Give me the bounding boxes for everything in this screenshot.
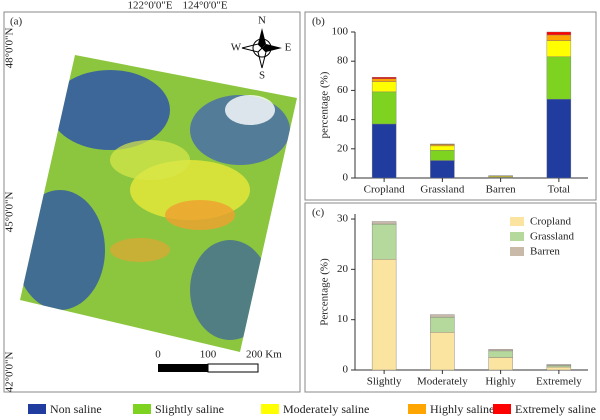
y-tick-label: 30 <box>337 213 349 225</box>
bar <box>371 81 397 93</box>
compass-label: N <box>258 15 266 27</box>
y-tick-label: 20 <box>337 263 349 275</box>
bar <box>430 150 455 161</box>
bar <box>546 98 572 179</box>
scale-bar <box>207 363 259 373</box>
legend-label: Slightly saline <box>155 402 224 416</box>
bar <box>546 40 572 58</box>
lon-label: 124°0'0"E <box>182 0 227 12</box>
x-tick-label: Cropland <box>364 184 405 196</box>
legend-label: Highly saline <box>430 402 494 416</box>
legend-swatch <box>493 404 511 414</box>
legend-label: Extremely saline <box>515 402 596 416</box>
map-image <box>20 55 297 352</box>
x-tick-label: Total <box>548 184 570 196</box>
scale-label: 200 Km <box>246 349 282 361</box>
x-tick-label: Extremely <box>536 376 582 388</box>
x-tick-label: Grassland <box>420 184 464 196</box>
scale-bar <box>158 364 208 372</box>
compass-label: W <box>231 42 242 54</box>
x-tick-label: Highly <box>485 376 516 388</box>
legend-label: Moderately saline <box>283 402 369 416</box>
bar <box>488 349 513 352</box>
lon-label: 122°0'0"E <box>127 0 172 12</box>
panel-frame <box>304 11 597 201</box>
panel-frame <box>304 202 597 393</box>
bar <box>371 221 397 225</box>
bar <box>546 56 572 100</box>
y-axis-label: Percentage (%) <box>319 258 331 326</box>
legend-label: Barren <box>530 246 560 258</box>
x-tick-label: Slightly <box>367 376 402 388</box>
bar <box>371 123 397 179</box>
legend-swatch <box>408 404 426 414</box>
legend-swatch <box>510 217 524 226</box>
bar <box>546 34 572 41</box>
compass-rose <box>241 28 282 69</box>
y-tick-label: 100 <box>332 26 349 38</box>
bar <box>430 145 455 151</box>
bar <box>546 364 572 366</box>
legend-swatch <box>133 404 151 414</box>
y-axis-label: percentage (%) <box>319 71 331 138</box>
scale-label: 0 <box>155 349 161 361</box>
y-tick-label: 80 <box>337 55 349 67</box>
bar <box>371 77 397 79</box>
compass-label: S <box>259 70 265 82</box>
scale-label: 100 <box>200 349 217 361</box>
lat-label: 48°0'0"N <box>4 28 16 69</box>
bar <box>430 316 455 333</box>
bar <box>430 332 455 371</box>
y-tick-label: 0 <box>343 364 349 376</box>
lat-label: 45°0'0"N <box>4 192 16 233</box>
bar <box>546 31 572 36</box>
bar <box>488 357 513 371</box>
bar <box>371 91 397 125</box>
x-tick-label: Moderately <box>417 376 468 388</box>
bar <box>371 223 397 260</box>
legend-swatch <box>261 404 279 414</box>
legend-label: Grassland <box>530 231 574 243</box>
legend-swatch <box>510 247 524 256</box>
bar <box>371 259 397 371</box>
x-tick-label: Barren <box>486 184 516 196</box>
y-tick-label: 40 <box>337 113 349 125</box>
bar <box>371 78 397 82</box>
compass-label: E <box>285 42 292 54</box>
legend-label: Cropland <box>530 216 571 228</box>
panel-label: (c) <box>312 207 325 219</box>
y-tick-label: 60 <box>337 84 349 96</box>
bar <box>430 160 455 179</box>
legend-swatch <box>28 404 46 414</box>
legend-label: Non saline <box>50 402 102 416</box>
lat-label: 42°0'0"N <box>4 352 16 393</box>
y-tick-label: 0 <box>343 172 349 184</box>
bar <box>430 144 455 147</box>
panel-label: (a) <box>10 16 23 28</box>
y-tick-label: 10 <box>337 313 349 325</box>
bar <box>430 314 455 318</box>
bar <box>546 366 572 371</box>
map-frame <box>3 11 301 393</box>
y-tick-label: 20 <box>337 142 349 154</box>
legend-swatch <box>510 232 524 241</box>
panel-label: (b) <box>312 16 325 28</box>
bar <box>546 365 572 368</box>
bar <box>488 350 513 358</box>
